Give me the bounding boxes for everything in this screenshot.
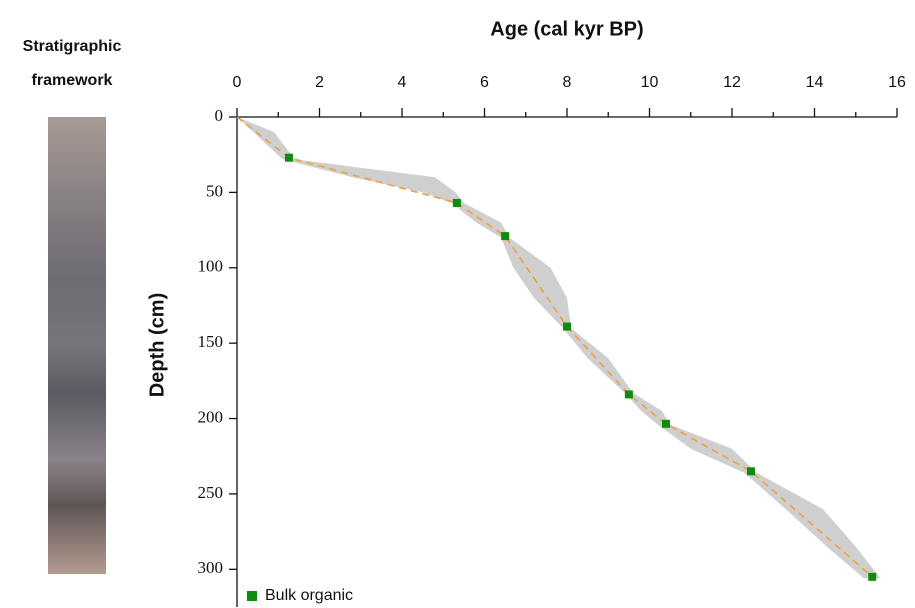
chart: Stratigraphic framework Age (cal kyr BP)… bbox=[0, 0, 915, 608]
x-tick-label: 8 bbox=[563, 74, 572, 91]
data-point bbox=[625, 390, 633, 398]
column-label: Stratigraphic bbox=[23, 38, 122, 55]
x-tick-label: 6 bbox=[480, 74, 489, 91]
data-point bbox=[747, 467, 755, 475]
y-tick-label: 300 bbox=[198, 558, 224, 577]
x-tick-label: 2 bbox=[315, 74, 324, 91]
median-line bbox=[237, 117, 872, 577]
legend-swatch bbox=[247, 591, 257, 601]
uncertainty-envelope bbox=[237, 117, 881, 578]
data-point bbox=[868, 573, 876, 581]
x-tick-label: 10 bbox=[641, 74, 659, 91]
x-tick-label: 14 bbox=[806, 74, 824, 91]
x-tick-label: 16 bbox=[888, 74, 906, 91]
legend-label: Bulk organic bbox=[265, 587, 353, 604]
y-tick-label: 250 bbox=[198, 483, 224, 502]
y-tick-label: 50 bbox=[206, 181, 223, 200]
y-tick-label: 200 bbox=[198, 407, 224, 426]
data-point bbox=[662, 420, 670, 428]
y-tick-label: 0 bbox=[215, 106, 224, 125]
x-tick-label: 12 bbox=[723, 74, 741, 91]
core-photo bbox=[48, 117, 106, 574]
data-point bbox=[453, 199, 461, 207]
y-axis-label: Depth (cm) bbox=[146, 293, 168, 397]
data-point bbox=[563, 323, 571, 331]
y-tick-label: 100 bbox=[198, 257, 224, 276]
y-tick-label: 150 bbox=[198, 332, 224, 351]
data-point bbox=[285, 154, 293, 162]
data-point bbox=[501, 232, 509, 240]
column-label: framework bbox=[32, 72, 113, 89]
x-axis-label: Age (cal kyr BP) bbox=[490, 18, 643, 40]
x-tick-label: 0 bbox=[233, 74, 242, 91]
x-tick-label: 4 bbox=[398, 74, 407, 91]
